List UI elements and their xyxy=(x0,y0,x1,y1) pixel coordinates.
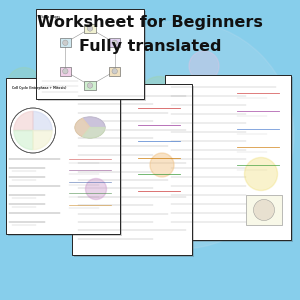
Text: Biology: Biology xyxy=(78,100,270,176)
Circle shape xyxy=(189,51,219,81)
Text: Mitosis Stages: Mitosis Stages xyxy=(39,15,60,19)
FancyBboxPatch shape xyxy=(165,75,291,240)
Circle shape xyxy=(112,69,117,74)
Circle shape xyxy=(72,63,96,87)
Circle shape xyxy=(106,46,134,74)
Polygon shape xyxy=(75,118,90,136)
Circle shape xyxy=(182,80,250,148)
Circle shape xyxy=(254,200,274,220)
FancyBboxPatch shape xyxy=(109,38,120,47)
Circle shape xyxy=(8,68,41,100)
Circle shape xyxy=(224,182,256,214)
FancyBboxPatch shape xyxy=(36,9,144,99)
Text: Fully translated: Fully translated xyxy=(79,39,221,54)
Circle shape xyxy=(63,68,68,74)
Circle shape xyxy=(262,172,290,200)
FancyBboxPatch shape xyxy=(72,84,192,255)
FancyBboxPatch shape xyxy=(8,80,122,236)
Circle shape xyxy=(140,76,178,116)
FancyBboxPatch shape xyxy=(109,67,120,76)
Circle shape xyxy=(87,83,93,88)
Circle shape xyxy=(63,40,68,45)
Circle shape xyxy=(87,26,93,31)
Text: Worksheet for Beginners: Worksheet for Beginners xyxy=(37,15,263,30)
Polygon shape xyxy=(82,128,105,138)
Circle shape xyxy=(26,94,76,146)
Polygon shape xyxy=(14,111,33,130)
FancyBboxPatch shape xyxy=(246,195,282,225)
Circle shape xyxy=(150,153,174,177)
Circle shape xyxy=(248,88,280,122)
Polygon shape xyxy=(33,111,52,130)
Ellipse shape xyxy=(75,117,105,138)
FancyBboxPatch shape xyxy=(60,67,71,76)
Circle shape xyxy=(244,158,278,190)
Circle shape xyxy=(85,178,106,200)
Polygon shape xyxy=(33,130,52,150)
FancyBboxPatch shape xyxy=(6,78,120,234)
FancyBboxPatch shape xyxy=(84,81,96,90)
Circle shape xyxy=(230,130,268,170)
Circle shape xyxy=(11,108,56,153)
Circle shape xyxy=(66,21,294,249)
Circle shape xyxy=(158,122,202,167)
FancyBboxPatch shape xyxy=(167,77,293,242)
FancyBboxPatch shape xyxy=(74,86,194,257)
Text: Cell Cycle (Interphase + Mitosis): Cell Cycle (Interphase + Mitosis) xyxy=(12,85,66,89)
Polygon shape xyxy=(14,130,33,150)
FancyBboxPatch shape xyxy=(84,24,96,33)
FancyBboxPatch shape xyxy=(38,11,146,101)
Polygon shape xyxy=(82,117,105,128)
FancyBboxPatch shape xyxy=(60,38,71,47)
Circle shape xyxy=(112,40,117,45)
